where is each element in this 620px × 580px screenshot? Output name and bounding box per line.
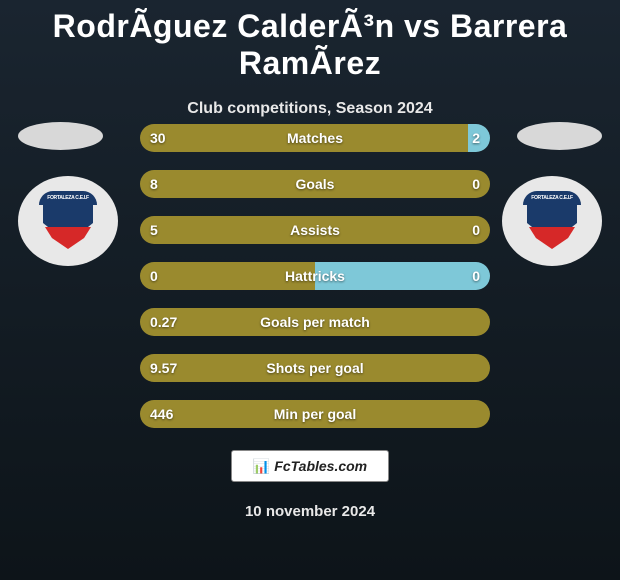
- stat-label: Goals: [296, 176, 335, 192]
- stat-label: Goals per match: [260, 314, 370, 330]
- stat-label: Assists: [290, 222, 340, 238]
- stat-value-left: 5: [150, 222, 158, 238]
- stat-label: Matches: [287, 130, 343, 146]
- player-avatar-left: [18, 122, 103, 150]
- stat-row-goals-per-match: 0.27 Goals per match: [140, 308, 490, 336]
- stat-label: Min per goal: [274, 406, 356, 422]
- stat-value-right: 0: [472, 268, 480, 284]
- stat-value-left: 9.57: [150, 360, 177, 376]
- player-avatar-right: [517, 122, 602, 150]
- stat-label: Hattricks: [285, 268, 345, 284]
- stat-value-left: 446: [150, 406, 173, 422]
- stat-row-matches: 30 Matches 2: [140, 124, 490, 152]
- stat-value-right: 0: [472, 222, 480, 238]
- stat-row-min-per-goal: 446 Min per goal: [140, 400, 490, 428]
- footer-brand-text: FcTables.com: [274, 458, 367, 474]
- stat-value-left: 0.27: [150, 314, 177, 330]
- stat-row-hattricks: 0 Hattricks 0: [140, 262, 490, 290]
- stat-row-assists: 5 Assists 0: [140, 216, 490, 244]
- footer-brand-link[interactable]: 📊 FcTables.com: [231, 450, 389, 482]
- team-logo-left: FORTALEZA C.E.I.F: [18, 176, 118, 266]
- team-logo-right: FORTALEZA C.E.I.F: [502, 176, 602, 266]
- subtitle: Club competitions, Season 2024: [0, 100, 620, 118]
- stat-label: Shots per goal: [266, 360, 363, 376]
- stat-value-right: 0: [472, 176, 480, 192]
- stat-value-left: 8: [150, 176, 158, 192]
- footer-date: 10 november 2024: [245, 503, 375, 520]
- stat-value-right: 2: [472, 130, 480, 146]
- stat-row-goals: 8 Goals 0: [140, 170, 490, 198]
- chart-icon: 📊: [253, 458, 270, 475]
- shield-icon: FORTALEZA C.E.I.F: [39, 191, 97, 251]
- stat-value-left: 0: [150, 268, 158, 284]
- stat-row-shots-per-goal: 9.57 Shots per goal: [140, 354, 490, 382]
- shield-icon: FORTALEZA C.E.I.F: [523, 191, 581, 251]
- stat-value-left: 30: [150, 130, 166, 146]
- stats-container: 30 Matches 2 8 Goals 0 5 Assists 0 0 Hat…: [140, 124, 490, 446]
- page-title: RodrÃ­guez CalderÃ³n vs Barrera RamÃ­rez: [0, 0, 620, 82]
